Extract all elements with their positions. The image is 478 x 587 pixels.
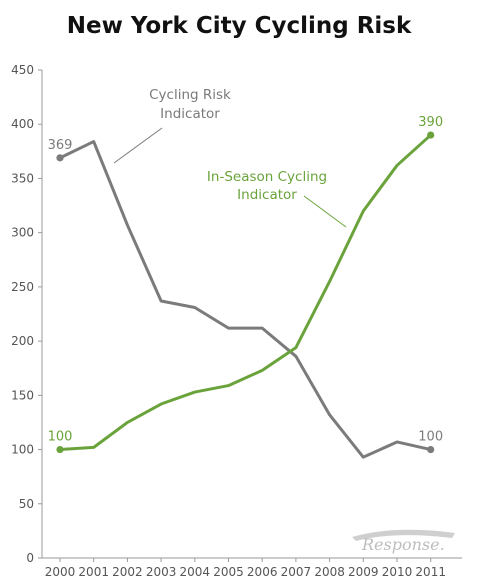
inseason-end-label: 390	[418, 115, 443, 130]
x-tick-label: 2006	[247, 565, 278, 579]
risk-end-point	[427, 445, 435, 454]
y-tick-label: 400	[11, 117, 34, 131]
inseason-start-point	[56, 445, 64, 454]
x-tick-label: 2005	[213, 565, 244, 579]
x-tick-label: 2004	[180, 565, 211, 579]
x-tick-label: 2008	[314, 565, 345, 579]
y-tick-label: 0	[26, 551, 34, 565]
x-tick-label: 2007	[281, 565, 312, 579]
risk-annotation: Cycling Risk Indicator	[113, 87, 231, 164]
x-tick-label: 2011	[415, 565, 446, 579]
x-tick-labels: 2000 2001 2002 2003 2004 2005 2006 2007 2008 2009…	[45, 558, 446, 579]
x-tick-label: 2002	[112, 565, 143, 579]
x-tick-label: 2000	[45, 565, 76, 579]
y-tick-label: 150	[11, 388, 34, 402]
risk-label-line-2: Indicator	[160, 106, 220, 122]
watermark-text: Response.	[361, 535, 445, 554]
risk-label-line-1: Cycling Risk	[149, 87, 231, 103]
inseason-annotation: In-Season Cycling Indicator	[207, 169, 347, 228]
risk-leader-line	[113, 127, 163, 164]
inseason-end-point	[427, 131, 435, 139]
watermark: Response.	[352, 529, 455, 554]
x-tick-label: 2003	[146, 565, 177, 579]
inseason-label-line-1: In-Season Cycling	[207, 169, 327, 185]
y-tick-label: 350	[11, 171, 34, 185]
x-tick-label: 2010	[382, 565, 413, 579]
y-tick-label: 100	[11, 443, 34, 457]
risk-start-point	[56, 154, 64, 162]
series-layer: 369 100 100 390	[48, 115, 443, 459]
x-tick-label: 2009	[348, 565, 379, 579]
risk-end-label: 100	[418, 430, 443, 445]
y-tick-label: 200	[11, 334, 34, 348]
y-tick-label: 450	[11, 63, 34, 77]
y-tick-labels: 0 50 100 150 200 250 300 350 400 450	[11, 63, 42, 565]
inseason-line	[58, 133, 433, 452]
watermark-swoosh-icon	[352, 529, 455, 541]
y-tick-label: 50	[19, 497, 34, 511]
inseason-start-label: 100	[48, 430, 73, 445]
inseason-label-line-2: Indicator	[237, 187, 297, 203]
y-tick-label: 250	[11, 280, 34, 294]
inseason-series: 100 390	[48, 115, 443, 454]
y-tick-label: 300	[11, 226, 34, 240]
risk-line	[58, 140, 433, 459]
axes	[41, 70, 462, 559]
x-tick-label: 2001	[78, 565, 109, 579]
inseason-leader-line	[303, 195, 347, 228]
chart-title: New York City Cycling Risk	[67, 13, 412, 39]
risk-series: 369 100	[48, 138, 443, 459]
risk-start-label: 369	[48, 138, 73, 153]
